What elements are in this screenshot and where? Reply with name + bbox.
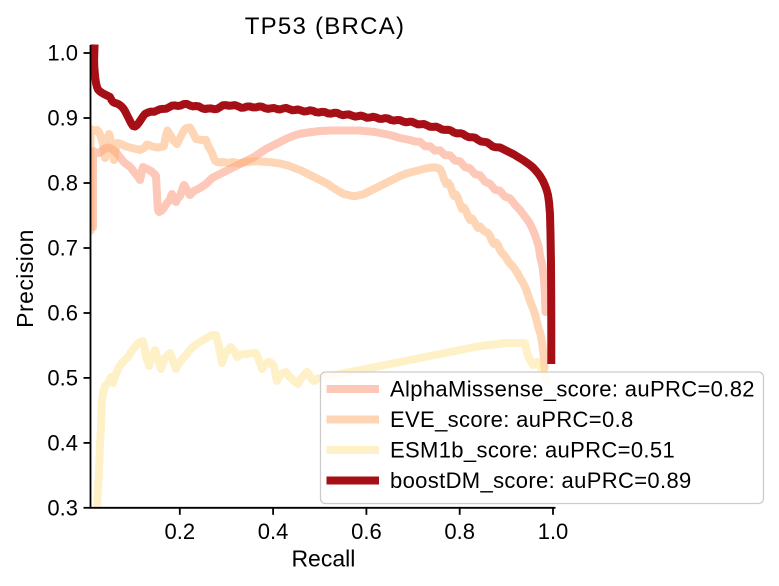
svg-text:0.6: 0.6 [47, 301, 78, 326]
svg-text:1.0: 1.0 [47, 41, 78, 66]
svg-text:Recall: Recall [291, 546, 355, 572]
svg-text:1.0: 1.0 [538, 519, 569, 544]
svg-text:0.3: 0.3 [47, 495, 78, 520]
svg-text:boostDM_score: auPRC=0.89: boostDM_score: auPRC=0.89 [390, 468, 692, 493]
svg-text:0.5: 0.5 [47, 365, 78, 390]
svg-text:0.2: 0.2 [165, 519, 196, 544]
svg-text:0.6: 0.6 [351, 519, 382, 544]
svg-text:AlphaMissense_score: auPRC=0.8: AlphaMissense_score: auPRC=0.82 [390, 377, 755, 402]
svg-text:0.8: 0.8 [444, 519, 475, 544]
svg-text:0.9: 0.9 [47, 106, 78, 131]
svg-text:0.4: 0.4 [258, 519, 289, 544]
svg-text:ESM1b_score: auPRC=0.51: ESM1b_score: auPRC=0.51 [390, 438, 675, 463]
svg-text:EVE_score: auPRC=0.8: EVE_score: auPRC=0.8 [390, 407, 634, 432]
svg-text:TP53 (BRCA): TP53 (BRCA) [245, 13, 405, 40]
svg-text:0.4: 0.4 [47, 430, 78, 455]
svg-text:0.8: 0.8 [47, 171, 78, 196]
svg-text:Precision: Precision [12, 229, 38, 328]
svg-text:0.7: 0.7 [47, 236, 78, 261]
